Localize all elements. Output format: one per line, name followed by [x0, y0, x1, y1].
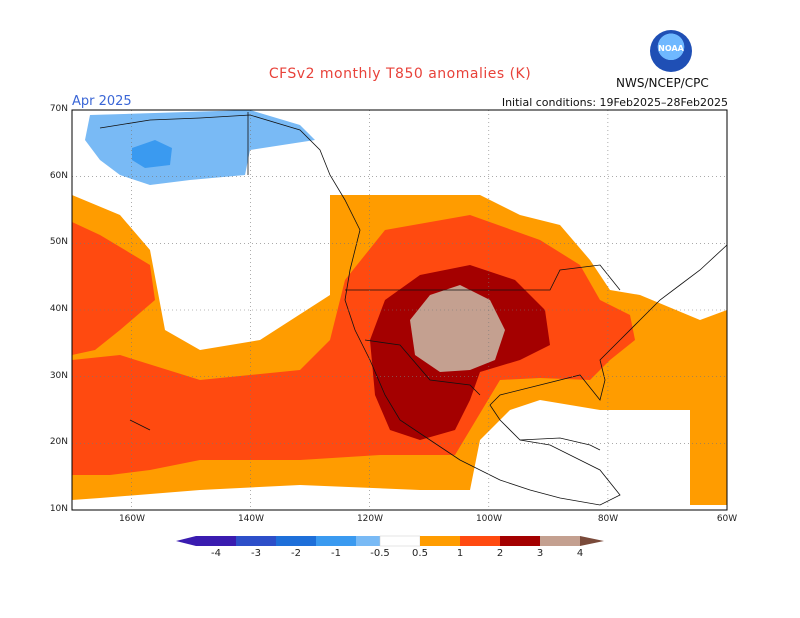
colorbar-high-arrow [580, 536, 604, 546]
colorbar-seg-6 [379, 535, 421, 547]
lon-label: 80W [597, 514, 619, 524]
colorbar-label: 3 [536, 548, 544, 559]
lon-label: 160W [118, 514, 146, 524]
colorbar-seg-4 [316, 536, 356, 546]
anomaly-3-4 [410, 285, 505, 372]
lat-label: 10N [49, 504, 68, 514]
colorbar-seg-5 [356, 536, 380, 546]
coastline-path [99, 114, 728, 506]
colorbar-label: -3 [251, 548, 261, 559]
colorbar-seg-1 [196, 536, 236, 546]
colorbar-label: 0.5 [412, 548, 428, 559]
colorbar-label: -2 [291, 548, 301, 559]
lat-label: 30N [49, 371, 68, 381]
lat-label: 60N [49, 171, 68, 181]
us-canada-border [345, 264, 621, 291]
noaa-logo-text: NOAA [658, 44, 684, 53]
anomaly-shading [72, 110, 727, 505]
colorbar-label: -0.5 [370, 548, 390, 559]
hawaii-outline [129, 419, 151, 431]
colorbar-label: -4 [211, 548, 221, 559]
lat-label: 50N [49, 237, 68, 247]
colorbar-seg-7 [420, 536, 460, 546]
colorbar-seg-8 [460, 536, 500, 546]
colorbar [176, 535, 604, 547]
colorbar-low-arrow [176, 536, 196, 546]
lon-label: 140W [237, 514, 265, 524]
anomaly-neg1-2 [132, 140, 172, 168]
colorbar-seg-9 [500, 536, 540, 546]
map-title: CFSv2 monthly T850 anomalies (K) [268, 66, 532, 82]
colorbar-seg-3 [276, 536, 316, 546]
us-mexico-border [364, 339, 481, 396]
lat-label: 40N [49, 304, 68, 314]
gridlines [72, 110, 727, 510]
colorbar-label: -1 [331, 548, 341, 559]
lon-label: 120W [356, 514, 384, 524]
anomaly-1-2-northpacific [72, 222, 155, 355]
coastlines [99, 112, 728, 506]
initial-conditions: Initial conditions: 19Feb2025–28Feb2025 [501, 96, 728, 109]
colorbar-label: 2 [496, 548, 504, 559]
cuba-outline [519, 437, 601, 451]
colorbar-seg-10 [540, 536, 580, 546]
lat-label: 70N [49, 104, 68, 114]
noaa-logo: NOAA [650, 30, 692, 72]
colorbar-label: 1 [456, 548, 464, 559]
lat-label: 20N [49, 437, 68, 447]
colorbar-label: 4 [576, 548, 584, 559]
lon-label: 60W [716, 514, 738, 524]
map-frame [71, 109, 728, 511]
agency-label: NWS/NCEP/CPC [616, 76, 709, 90]
colorbar-seg-2 [236, 536, 276, 546]
forecast-month: Apr 2025 [72, 94, 132, 109]
lon-label: 100W [475, 514, 503, 524]
